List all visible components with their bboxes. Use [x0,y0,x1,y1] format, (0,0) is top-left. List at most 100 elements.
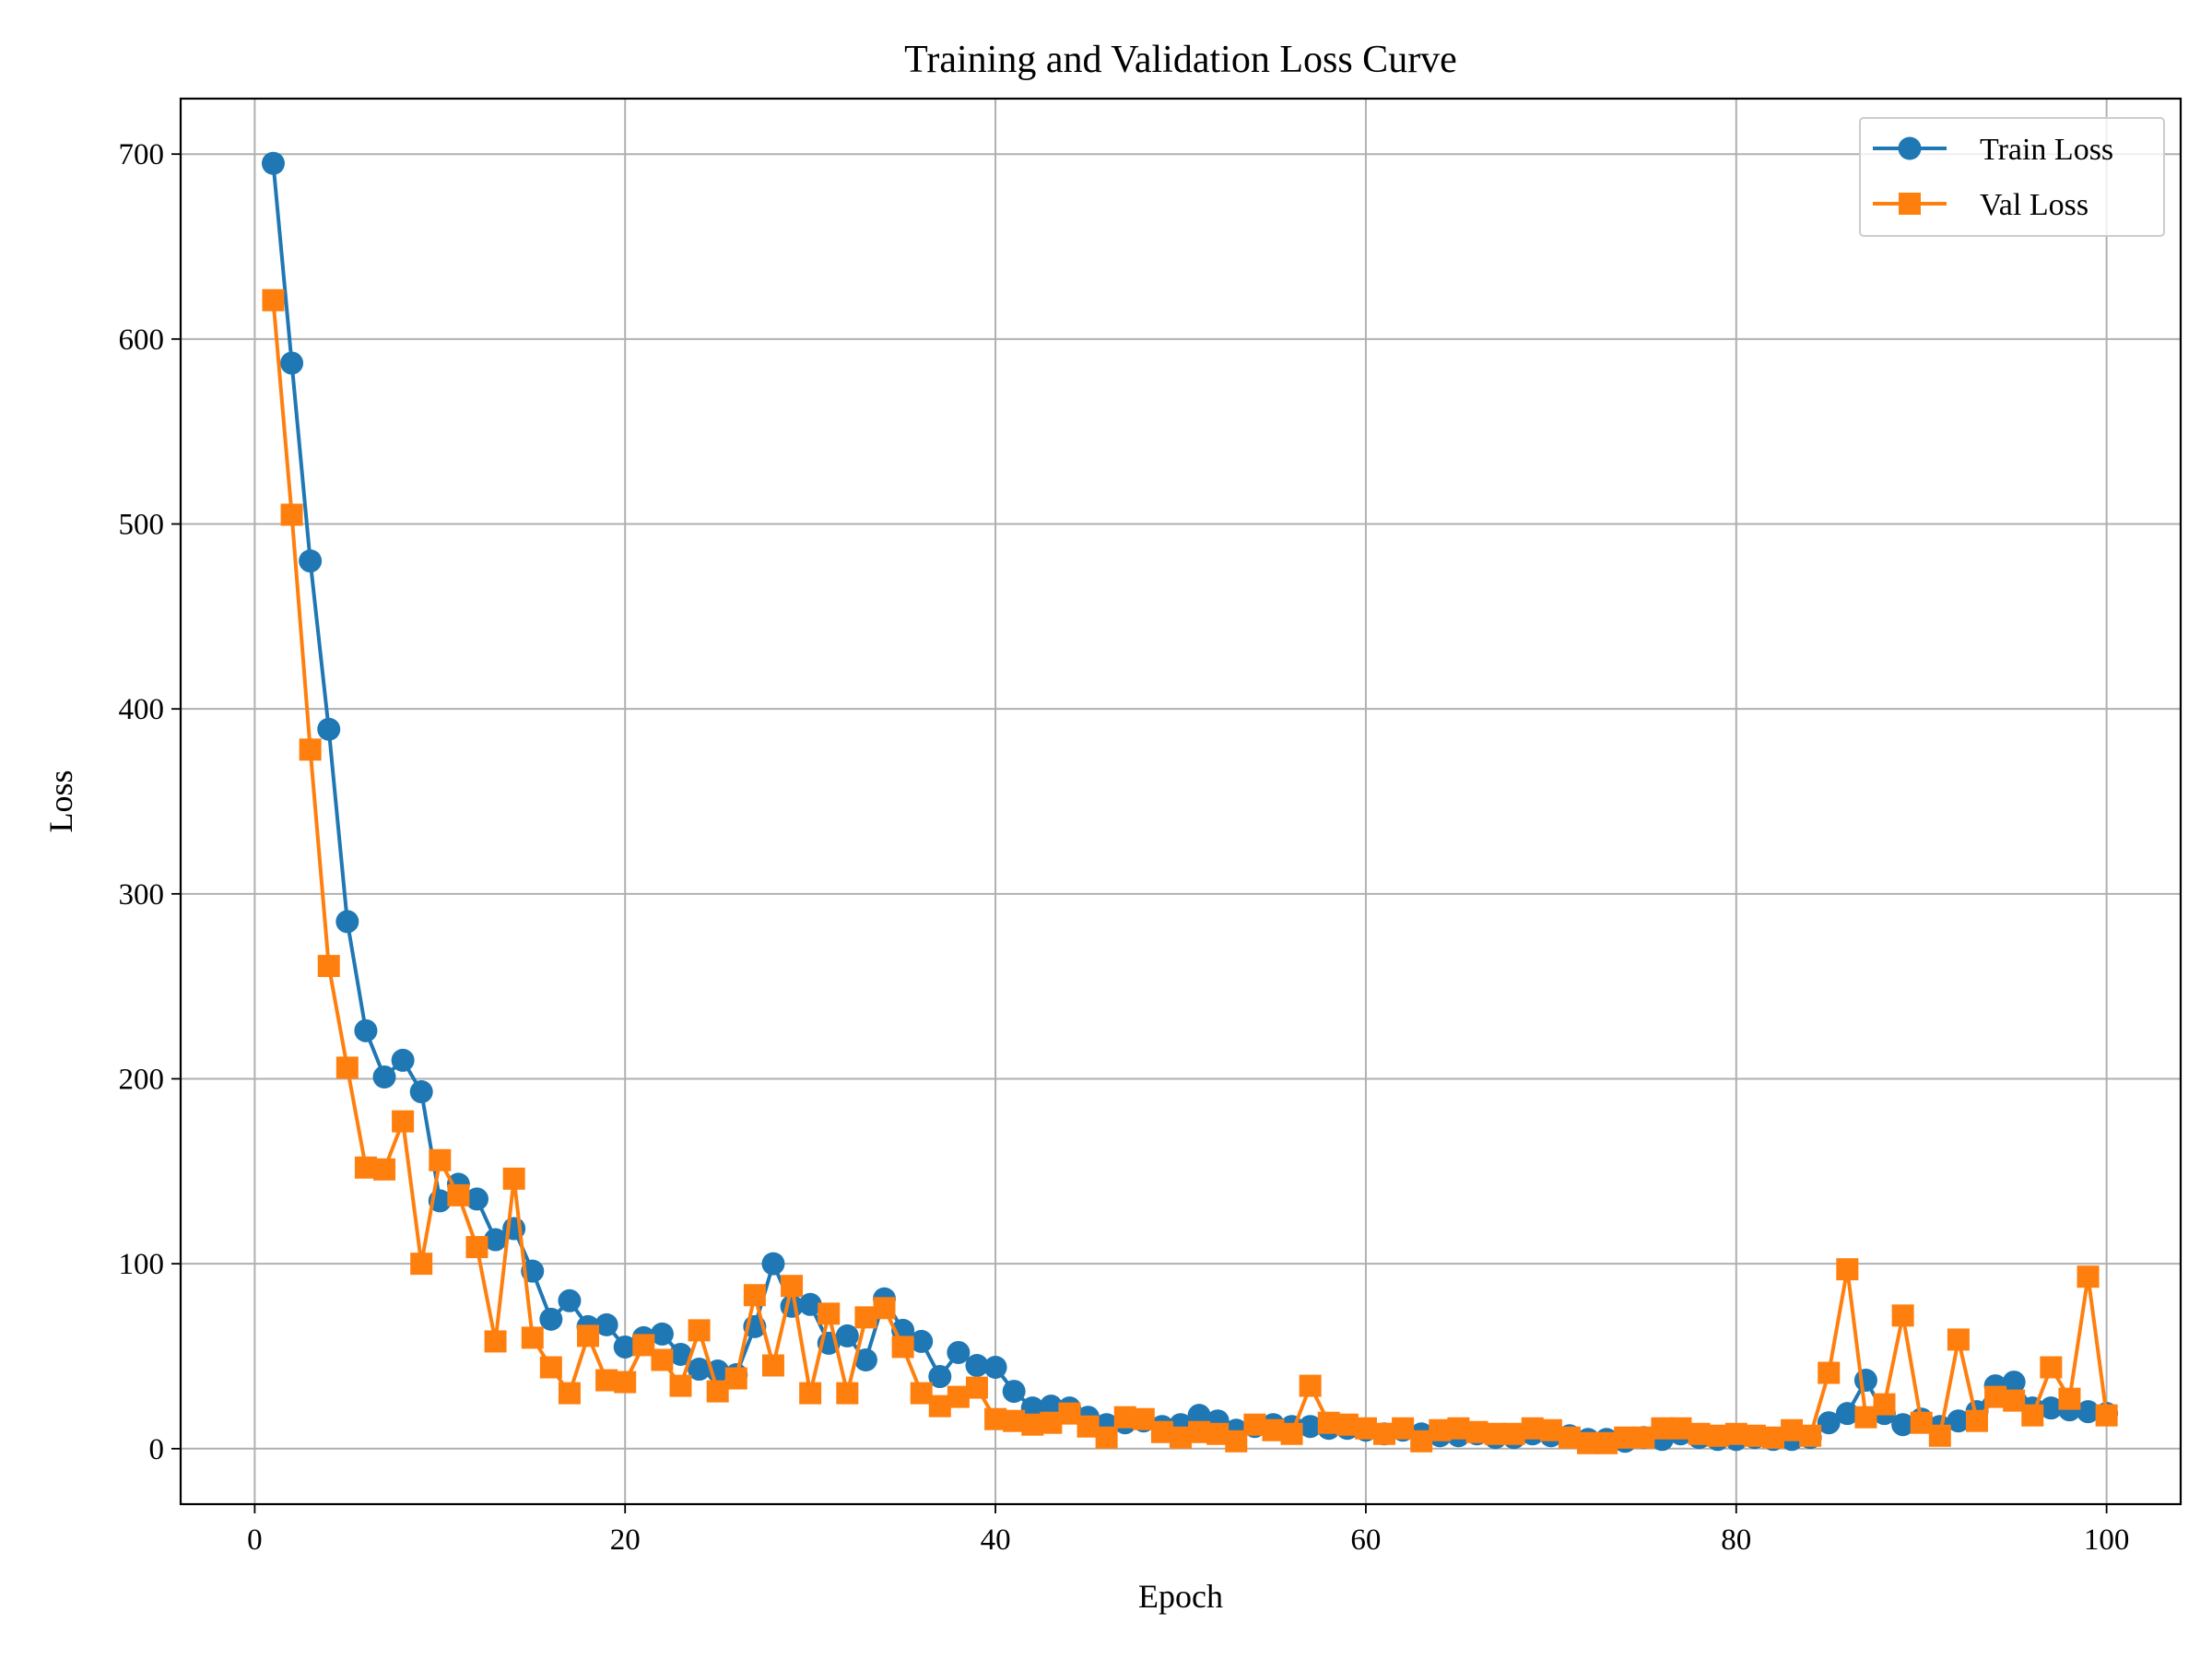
val-loss-point [558,1382,581,1405]
val-loss-point [1761,1426,1784,1449]
val-loss-point [1188,1420,1211,1443]
x-tick-label: 80 [1721,1524,1751,1557]
train-loss-point [965,1354,989,1378]
val-loss-point [1243,1413,1266,1436]
val-loss-point [1928,1424,1951,1447]
train-loss-point [2077,1400,2100,1424]
y-tick-label: 600 [119,324,165,357]
train-loss-point [354,1018,378,1042]
val-loss-point [614,1371,637,1394]
train-loss-point [928,1365,952,1389]
y-tick-label: 200 [119,1063,165,1096]
train-loss-point [910,1329,934,1353]
train-loss-point [1835,1402,1859,1426]
val-loss-point [1021,1413,1044,1436]
val-loss-point [1335,1413,1359,1436]
val-loss-point [781,1275,804,1298]
train-loss-point [335,910,359,934]
val-loss-point [1743,1424,1766,1447]
legend-train-label: Train Loss [1980,133,2113,167]
val-loss-point [262,288,285,312]
legend-circle-icon [1898,136,1922,160]
legend-val-marker [1899,193,1921,215]
val-loss-point [1910,1411,1933,1434]
val-loss-point [1317,1411,1340,1434]
val-loss-point [910,1382,933,1405]
train-loss-point [1947,1409,1971,1433]
val-loss-point [317,955,340,978]
val-loss-point [724,1367,747,1390]
val-loss-point [651,1348,674,1371]
val-loss-point [1836,1258,1859,1281]
y-axis-label: Loss [42,770,79,832]
val-loss-point [1595,1431,1618,1454]
val-loss-point [1280,1422,1303,1445]
train-loss-point [853,1347,877,1371]
train-loss-point [594,1312,618,1336]
train-loss-point [761,1252,785,1276]
series-val-loss [262,288,2118,1454]
val-loss-point [1170,1426,1192,1449]
val-loss-point [1854,1406,1877,1429]
val-loss-point [2040,1356,2063,1379]
val-loss-point [595,1369,618,1392]
train-loss-point [947,1340,971,1364]
val-loss-point [1947,1328,1970,1351]
val-loss-point [577,1324,600,1347]
val-loss-point [1392,1417,1415,1440]
val-loss-point [1095,1426,1118,1449]
train-loss-point [558,1288,582,1312]
val-loss-point [1150,1420,1173,1443]
val-loss-point [1465,1420,1488,1443]
val-loss-point [2021,1404,2044,1427]
series-train-loss [261,151,2119,1453]
val-loss-point [1984,1385,2007,1408]
y-tick-label: 700 [119,138,165,171]
val-loss-point [502,1167,525,1190]
train-loss-point [539,1307,563,1331]
axis-ticks: 0 20 40 60 80 100 0 100 200 300 400 500 600 700 [119,138,2130,1557]
y-tick-label: 0 [149,1433,165,1466]
train-loss-line [271,163,2107,1443]
val-loss-point [1873,1393,1896,1416]
train-loss-point [688,1358,712,1382]
y-tick-label: 500 [119,509,165,542]
train-loss-point [391,1048,415,1072]
grid [181,99,2181,1504]
val-loss-point [761,1354,784,1377]
plot-frame [179,97,2183,1506]
train-loss-point [2039,1396,2063,1420]
legend-train-marker [1898,136,1922,160]
train-loss-point [798,1292,822,1316]
val-loss-point [1558,1426,1581,1449]
val-loss-point [1429,1418,1452,1441]
val-loss-point [299,738,322,761]
val-loss-point [984,1407,1007,1430]
val-loss-point [799,1382,822,1405]
val-loss-point [854,1306,877,1329]
train-loss-point [1853,1369,1877,1393]
val-loss-point [447,1183,470,1206]
val-loss-point [706,1380,729,1403]
val-loss-point [1965,1409,1988,1432]
val-loss-point [1818,1361,1841,1384]
x-tick-label: 20 [610,1524,641,1557]
val-loss-point [373,1158,396,1181]
train-loss-point [650,1322,674,1346]
val-loss-point [1577,1431,1600,1454]
val-loss-point [335,1056,359,1079]
val-loss-point [1410,1430,1433,1453]
val-loss-point [1040,1411,1063,1434]
val-loss-point [1651,1417,1674,1440]
val-loss-point [1206,1422,1230,1445]
val-loss-point [1113,1406,1136,1429]
train-loss-point [613,1335,637,1359]
series-group [261,151,2119,1454]
val-loss-point [1669,1417,1692,1440]
val-loss-point [743,1284,766,1307]
val-loss-point [947,1385,970,1408]
train-loss-point [669,1342,692,1366]
val-loss-point [1706,1424,1729,1447]
val-loss-point [1614,1426,1637,1449]
